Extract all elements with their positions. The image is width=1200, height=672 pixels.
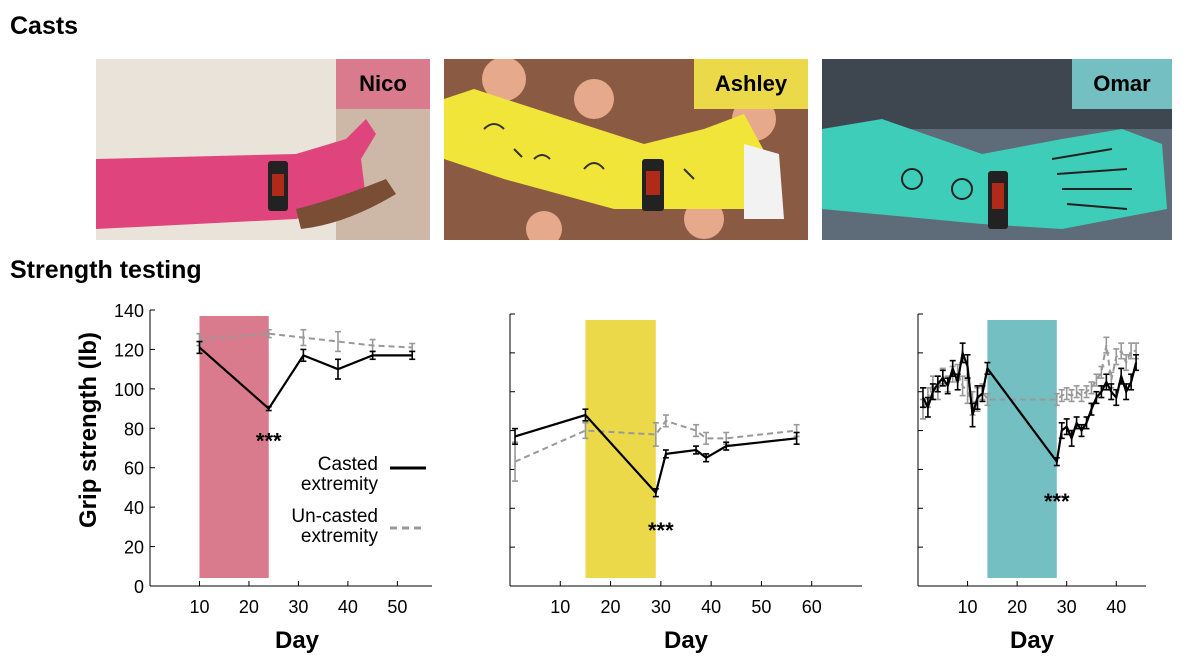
y-tick-label: 40 <box>124 498 144 518</box>
x-tick-label: 10 <box>958 597 978 617</box>
y-tick-label: 0 <box>134 577 144 597</box>
casted-series-line <box>514 413 797 495</box>
uncasted-series-line <box>199 332 413 349</box>
significance-marker: *** <box>256 428 282 453</box>
cast-photo-nico: Nico <box>96 59 430 240</box>
x-tick-label: 20 <box>601 597 621 617</box>
x-tick-label: 10 <box>189 597 209 617</box>
x-tick-label: 30 <box>1057 597 1077 617</box>
x-tick-label: 40 <box>701 597 721 617</box>
x-tick-label: 10 <box>550 597 570 617</box>
y-tick-label: 100 <box>114 380 144 400</box>
y-tick-label: 140 <box>114 301 144 321</box>
cast-label-ashley: Ashley <box>694 59 808 109</box>
x-axis-label: Day <box>664 627 709 654</box>
cast-label-omar: Omar <box>1072 59 1172 109</box>
x-tick-label: 30 <box>288 597 308 617</box>
cast-period-band <box>585 320 656 578</box>
casted-series-line <box>198 346 413 411</box>
x-tick-label: 60 <box>802 597 822 617</box>
uncasted-series-line <box>514 419 797 463</box>
x-tick-label: 50 <box>387 597 407 617</box>
legend-uncasted-line2: extremity <box>301 526 379 547</box>
significance-marker: *** <box>1044 489 1070 514</box>
significance-marker: *** <box>648 518 674 543</box>
chart-nico: 0 20 40 60 80 100 120 140 10 20 30 40 50 Day *** <box>114 301 432 654</box>
y-tick-label: 80 <box>124 419 144 439</box>
x-axis-label: Day <box>275 627 320 654</box>
x-tick-label: 40 <box>338 597 358 617</box>
chart-omar: 10 20 30 40 Day *** <box>917 313 1146 654</box>
cast-name-ashley: Ashley <box>714 71 788 96</box>
cast-name-omar: Omar <box>1093 71 1151 96</box>
chart-ashley: 10 20 30 40 50 60 Day *** <box>509 313 862 654</box>
x-tick-label: 20 <box>1007 597 1027 617</box>
y-tick-label: 60 <box>124 459 144 479</box>
x-tick-label: 30 <box>651 597 671 617</box>
x-tick-label: 40 <box>1106 597 1126 617</box>
chart-legend: Casted extremity Un-casted extremity <box>291 454 426 547</box>
cast-period-band <box>199 316 269 578</box>
cast-photo-omar: Omar <box>822 59 1172 240</box>
x-tick-label: 20 <box>239 597 259 617</box>
legend-casted-line2: extremity <box>301 474 379 495</box>
cast-photo-ashley: Ashley <box>444 59 808 240</box>
y-tick-label: 20 <box>124 538 144 558</box>
y-tick-label: 120 <box>114 340 144 360</box>
cast-period-band <box>987 320 1057 578</box>
x-tick-label: 50 <box>751 597 771 617</box>
legend-uncasted-line1: Un-casted <box>291 506 378 527</box>
y-axis-label: Grip strength (lb) <box>75 332 102 528</box>
x-axis-label: Day <box>1010 627 1055 654</box>
legend-casted-line1: Casted <box>318 454 378 475</box>
casts-title: Casts <box>10 12 79 40</box>
strength-charts: Grip strength (lb) 0 20 40 60 80 100 120 140 10 2… <box>75 301 1146 654</box>
strength-testing-title: Strength testing <box>10 256 202 284</box>
cast-name-nico: Nico <box>359 71 407 96</box>
cast-label-nico: Nico <box>336 59 430 109</box>
